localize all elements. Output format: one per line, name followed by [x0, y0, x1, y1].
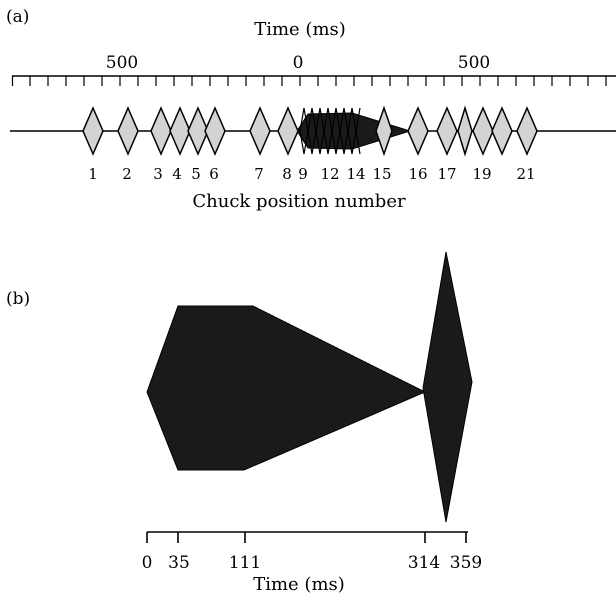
chuck-label: 5	[191, 165, 201, 183]
panel-b-spike-shape	[422, 251, 473, 523]
chuck-label: 6	[209, 165, 219, 183]
chuck-label: 3	[153, 165, 163, 183]
panel-a-axis-title: Time (ms)	[254, 19, 346, 40]
panel-a-label: (a)	[6, 7, 29, 27]
panel-b-axis-title: Time (ms)	[253, 574, 345, 595]
chuck-label: 2	[122, 165, 132, 183]
chuck-label: 8	[282, 165, 292, 183]
chuck-label: 7	[254, 165, 264, 183]
chuck-spikes	[299, 107, 361, 155]
panel-b-tick-label: 359	[450, 553, 482, 573]
panel-a-time-axis	[11, 75, 616, 86]
chuck-label: 1	[88, 165, 98, 183]
panel-b-tick-label: 35	[168, 553, 190, 573]
chuck-label: 16	[408, 165, 427, 183]
panel-b-tick-label: 111	[229, 553, 261, 573]
chuck-label: 19	[472, 165, 491, 183]
chuck-label: 17	[437, 165, 456, 183]
panel-b-time-axis	[146, 531, 468, 543]
panel-a-footer: Chuck position number	[192, 191, 406, 212]
panel-a-tick-label-right-500: 500	[458, 53, 490, 73]
chuck-label: 15	[372, 165, 391, 183]
chuck-label: 12	[320, 165, 339, 183]
chuck-label: 4	[172, 165, 182, 183]
panel-b-tick-label: 0	[142, 553, 153, 573]
panel-a-tick-label-0: 0	[293, 53, 304, 73]
chuck-label: 9	[298, 165, 308, 183]
panel-a-tick-label-left-500: 500	[106, 53, 138, 73]
panel-b-burst-shape	[146, 305, 427, 471]
chuck-diamonds	[82, 105, 538, 157]
panel-b-label: (b)	[6, 289, 30, 309]
panel-b-tick-label: 314	[408, 553, 440, 573]
chuck-label: 21	[516, 165, 535, 183]
chuck-label: 14	[346, 165, 365, 183]
